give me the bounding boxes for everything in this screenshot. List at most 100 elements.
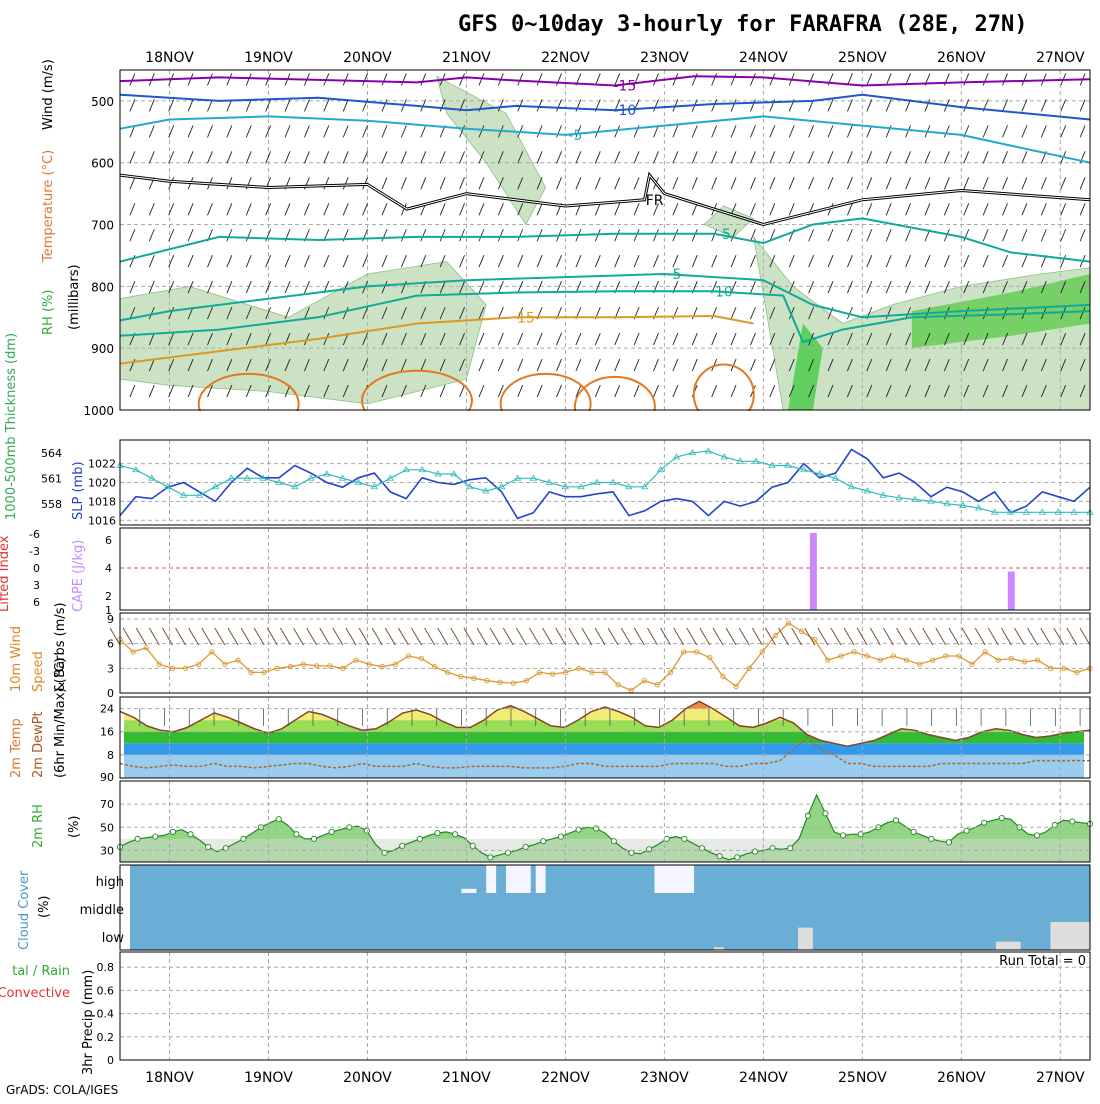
upper-wind-barb: [1002, 73, 1008, 86]
thickness-marker: [418, 465, 426, 473]
upper-wind-barb: [207, 358, 213, 372]
thickness-marker: [688, 448, 697, 456]
isotherm-line: [119, 290, 1091, 344]
rh-marker: [593, 825, 600, 832]
date-label-bottom: 19NOV: [244, 1070, 293, 1086]
cape-tick-label: 1: [105, 604, 112, 617]
date-label-bottom: 18NOV: [145, 1070, 194, 1086]
rh-tick-label: 70: [100, 798, 114, 811]
upper-wind-barb: [653, 125, 659, 138]
upper-wind-barb: [497, 229, 504, 242]
upper-wind-barb: [265, 151, 272, 164]
cape-tick-label: 2: [105, 590, 112, 603]
rh-marker: [310, 835, 318, 842]
wind-speed-marker: [523, 678, 530, 684]
wind-speed-marker: [471, 675, 477, 681]
upper-wind-barb: [982, 229, 989, 242]
upper-wind-barb: [963, 280, 970, 294]
wind-speed-marker: [720, 673, 726, 680]
isotherm-line: [119, 314, 754, 365]
upper-wind-barb: [148, 229, 155, 242]
upper-wind-barb: [1040, 384, 1047, 398]
upper-wind-barb: [245, 306, 252, 320]
upper-wind-barb: [924, 280, 931, 294]
upper-wind-barb: [943, 255, 950, 268]
thickness-tick-label: 564: [41, 447, 62, 460]
upper-wind-barb: [943, 125, 950, 138]
wind-speed-marker: [772, 632, 779, 639]
upper-wind-barb: [439, 358, 446, 372]
pressure-tick-label: 900: [91, 342, 114, 356]
rh-marker: [892, 817, 900, 824]
upper-wind-barb: [672, 125, 679, 138]
thickness-marker: [1054, 508, 1062, 515]
upper-wind-barb: [342, 203, 349, 216]
upper-wind-barb: [323, 332, 330, 346]
isotherm-line: [119, 272, 1091, 322]
low-cloud-block: [1050, 922, 1090, 950]
upper-wind-barb: [846, 255, 853, 268]
upper-wind-barb: [362, 203, 369, 216]
upper-wind-barb: [750, 280, 756, 294]
rh-marker: [134, 835, 141, 842]
upper-wind-barb: [536, 280, 543, 294]
upper-wind-barb: [420, 229, 427, 242]
rh-marker: [804, 812, 811, 819]
wind-speed-marker: [130, 649, 136, 655]
upper-wind-barb: [885, 151, 892, 164]
wind-speed-marker: [1008, 655, 1015, 662]
upper-wind-barb: [905, 177, 911, 190]
upper-wind-barb: [1002, 203, 1008, 216]
thickness-marker: [609, 478, 617, 485]
isotherm-label: -5: [667, 267, 681, 283]
upper-wind-barb: [711, 125, 718, 138]
pressure-tick-label: 1000: [83, 404, 114, 418]
upper-wind-barb: [866, 151, 873, 164]
upper-wind-barb: [265, 125, 272, 138]
surface-wind-barb: [253, 627, 265, 646]
upper-wind-barb: [400, 384, 407, 398]
surface-wind-barb: [1014, 627, 1025, 646]
upper-wind-barb: [866, 384, 873, 398]
precip-legend-label: tal / Rain: [12, 964, 70, 979]
upper-wind-barb: [556, 99, 562, 112]
rh-marker: [1069, 818, 1076, 825]
wind-speed-marker: [576, 665, 582, 671]
upper-wind-barb: [769, 358, 776, 372]
thickness-marker: [354, 478, 363, 485]
upper-wind-barb: [827, 125, 834, 138]
upper-wind-barb: [594, 151, 601, 164]
upper-wind-barb: [245, 203, 252, 216]
upper-wind-barb: [1021, 151, 1028, 164]
upper-wind-barb: [633, 229, 640, 242]
surface-wind-barb: [345, 627, 357, 646]
lifted-index-tick-label: -6: [29, 528, 40, 541]
rh-marker: [187, 831, 194, 838]
thickness-tick-label: 558: [41, 498, 62, 511]
upper-wind-barb: [148, 384, 155, 398]
rh-marker: [205, 843, 212, 851]
date-label-top: 23NOV: [640, 50, 689, 66]
upper-wind-barb: [827, 255, 834, 268]
upper-wind-barb: [750, 255, 756, 268]
thickness-marker: [259, 474, 267, 481]
upper-wind-barb: [885, 203, 892, 216]
pressure-tick-label: 700: [91, 219, 114, 233]
upper-wind-barb: [788, 255, 795, 268]
upper-wind-barb: [187, 280, 194, 294]
upper-wind-barb: [943, 177, 950, 190]
upper-wind-barb: [342, 73, 349, 86]
wind-speed-marker: [864, 653, 870, 659]
upper-wind-barb: [1002, 332, 1008, 346]
upper-wind-barb: [691, 125, 698, 138]
upper-wind-barb: [982, 384, 989, 398]
upper-wind-barb: [788, 177, 795, 190]
upper-wind-barb: [342, 280, 349, 294]
upper-wind-barb: [284, 255, 291, 268]
upper-wind-barb: [575, 177, 582, 190]
upper-wind-barb: [323, 99, 330, 112]
upper-wind-barb: [304, 280, 310, 294]
upper-wind-barb: [633, 255, 640, 268]
wind-speed-marker: [694, 649, 700, 655]
upper-wind-barb: [362, 151, 369, 164]
